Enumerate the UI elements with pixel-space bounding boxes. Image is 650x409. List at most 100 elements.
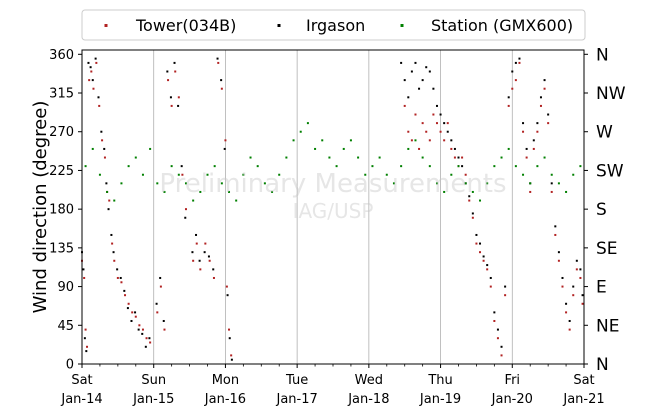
data-point-series-2 bbox=[435, 182, 438, 185]
data-point-series-2 bbox=[120, 182, 123, 185]
data-point-series-0 bbox=[108, 199, 111, 202]
data-point-series-0 bbox=[486, 268, 489, 271]
data-point-series-0 bbox=[468, 199, 471, 202]
data-point-series-1 bbox=[428, 70, 431, 73]
data-point-series-1 bbox=[439, 113, 442, 116]
data-point-series-2 bbox=[421, 156, 424, 159]
data-point-series-1 bbox=[228, 337, 231, 340]
data-point-series-0 bbox=[184, 208, 187, 211]
data-point-series-0 bbox=[149, 341, 152, 344]
data-point-series-1 bbox=[203, 251, 206, 254]
data-point-series-1 bbox=[504, 285, 507, 288]
x-tick-day-label: Mon bbox=[212, 373, 239, 388]
data-point-series-1 bbox=[100, 130, 103, 133]
data-point-series-0 bbox=[134, 315, 137, 318]
data-point-series-1 bbox=[130, 319, 133, 322]
watermark-line-1: Preliminary Measurements bbox=[159, 169, 506, 199]
data-point-series-1 bbox=[493, 311, 496, 314]
x-tick-date-label: Jan-20 bbox=[491, 392, 533, 407]
data-point-series-1 bbox=[220, 79, 223, 82]
data-point-series-0 bbox=[170, 104, 173, 107]
data-point-series-0 bbox=[522, 130, 525, 133]
data-point-series-1 bbox=[212, 268, 215, 271]
data-point-series-0 bbox=[116, 276, 119, 279]
data-point-series-2 bbox=[572, 173, 575, 176]
data-point-series-1 bbox=[85, 350, 88, 353]
data-point-series-0 bbox=[145, 337, 148, 340]
data-point-series-2 bbox=[428, 165, 431, 168]
data-point-series-0 bbox=[156, 311, 159, 314]
x-tick-day-label: Sat bbox=[71, 373, 92, 388]
data-point-series-0 bbox=[446, 122, 449, 125]
data-point-series-0 bbox=[208, 259, 211, 262]
data-point-series-1 bbox=[557, 251, 560, 254]
data-point-series-1 bbox=[446, 130, 449, 133]
compass-label: NE bbox=[596, 316, 619, 336]
data-point-series-2 bbox=[256, 165, 259, 168]
y-tick-label: 360 bbox=[49, 48, 74, 63]
data-point-series-1 bbox=[155, 302, 158, 305]
x-tick-date-label: Jan-17 bbox=[276, 392, 318, 407]
data-point-series-2 bbox=[378, 156, 381, 159]
data-point-series-1 bbox=[554, 225, 557, 228]
data-point-series-0 bbox=[428, 139, 431, 142]
data-point-series-2 bbox=[579, 165, 582, 168]
data-point-series-0 bbox=[514, 79, 517, 82]
data-point-series-0 bbox=[425, 130, 428, 133]
data-point-series-0 bbox=[554, 233, 557, 236]
data-point-series-1 bbox=[410, 70, 413, 73]
data-point-series-1 bbox=[105, 182, 108, 185]
data-point-series-2 bbox=[464, 182, 467, 185]
data-point-series-1 bbox=[443, 122, 446, 125]
data-point-series-0 bbox=[131, 311, 134, 314]
data-point-series-0 bbox=[529, 190, 532, 193]
data-point-series-2 bbox=[500, 156, 503, 159]
x-tick-day-label: Fri bbox=[505, 373, 521, 388]
data-point-series-0 bbox=[212, 276, 215, 279]
compass-label: E bbox=[596, 278, 607, 298]
data-point-series-0 bbox=[407, 130, 410, 133]
x-tick-date-label: Jan-15 bbox=[132, 392, 174, 407]
data-point-series-2 bbox=[364, 173, 367, 176]
data-point-series-1 bbox=[141, 332, 144, 335]
data-point-series-1 bbox=[112, 251, 115, 254]
data-point-series-2 bbox=[486, 182, 489, 185]
data-point-series-0 bbox=[453, 156, 456, 159]
data-point-series-2 bbox=[514, 165, 517, 168]
data-point-series-0 bbox=[432, 113, 435, 116]
x-tick-day-label: Thu bbox=[427, 373, 452, 388]
data-point-series-2 bbox=[163, 190, 166, 193]
data-point-series-0 bbox=[493, 319, 496, 322]
data-point-series-1 bbox=[123, 289, 126, 292]
compass-label: N bbox=[596, 45, 609, 65]
data-point-series-0 bbox=[220, 87, 223, 90]
data-point-series-2 bbox=[392, 182, 395, 185]
y-axis-label: Wind direction (degree) bbox=[30, 101, 51, 314]
data-point-series-1 bbox=[421, 79, 424, 82]
data-point-series-0 bbox=[557, 259, 560, 262]
data-point-series-1 bbox=[425, 66, 428, 69]
data-point-series-0 bbox=[163, 328, 166, 331]
data-point-series-2 bbox=[242, 173, 245, 176]
data-point-series-2 bbox=[335, 165, 338, 168]
data-point-series-0 bbox=[579, 276, 582, 279]
legend-marker bbox=[104, 24, 108, 27]
data-point-series-1 bbox=[550, 182, 553, 185]
data-point-series-0 bbox=[167, 79, 170, 82]
compass-label: W bbox=[596, 123, 613, 143]
y-tick-label: 180 bbox=[49, 203, 74, 218]
data-point-series-1 bbox=[91, 79, 94, 82]
data-point-series-2 bbox=[450, 173, 453, 176]
data-point-series-1 bbox=[169, 96, 172, 99]
data-point-series-1 bbox=[207, 255, 210, 258]
legend: Tower(034B) Irgason Station (GMX600) bbox=[81, 9, 586, 41]
data-point-series-2 bbox=[134, 156, 137, 159]
data-point-series-2 bbox=[213, 165, 216, 168]
data-point-series-1 bbox=[94, 57, 97, 60]
data-point-series-1 bbox=[418, 87, 421, 90]
data-point-series-0 bbox=[581, 302, 584, 305]
data-point-series-1 bbox=[486, 264, 489, 267]
data-point-series-1 bbox=[107, 208, 110, 211]
data-point-series-1 bbox=[479, 242, 482, 245]
data-point-series-1 bbox=[103, 147, 106, 150]
